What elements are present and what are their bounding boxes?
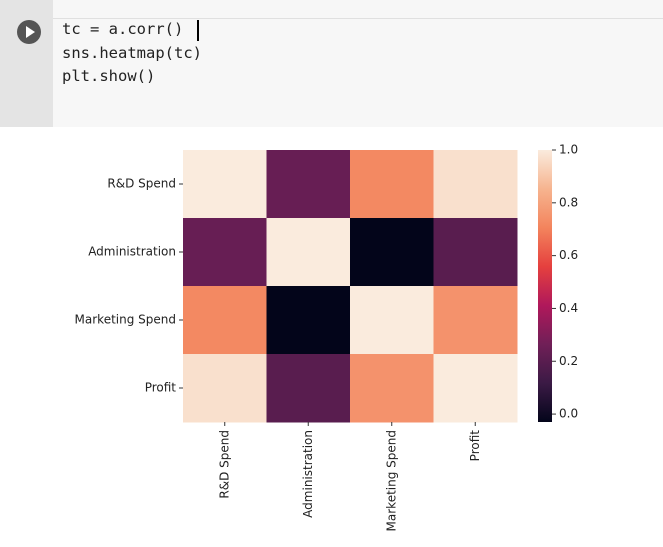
x-tick-label: R&D Spend (217, 430, 231, 499)
heatmap-cell (433, 286, 518, 355)
heatmap-cell (266, 354, 351, 423)
heatmap-cell (266, 150, 351, 219)
cell-gutter (0, 0, 53, 127)
heatmap-cell (183, 218, 267, 287)
heatmap-cell (350, 354, 434, 423)
heatmap-cell (183, 354, 267, 423)
run-button[interactable] (17, 20, 41, 44)
colorbar-tick-label: 0.6 (559, 248, 578, 262)
heatmap-cell (183, 286, 267, 355)
x-tick-label: Marketing Spend (384, 430, 398, 531)
colorbar-tick-label: 0.8 (559, 195, 578, 209)
y-tick-label: Administration (88, 245, 176, 259)
heatmap-cell (266, 218, 351, 287)
heatmap-cell (433, 150, 518, 219)
x-tick-label: Profit (468, 430, 482, 462)
separator (53, 18, 663, 19)
y-tick-label: Profit (145, 381, 177, 395)
y-tick-label: Marketing Spend (75, 313, 176, 327)
heatmap-cell (183, 150, 267, 219)
colorbar-tick-label: 0.0 (559, 407, 578, 421)
code-cell[interactable]: tc = a.corr() sns.heatmap(tc) plt.show() (0, 0, 663, 127)
heatmap-cell (350, 150, 434, 219)
heatmap-cell (433, 218, 518, 287)
heatmap-chart: R&D Spend Administration Marketing Spend Pr… (75, 143, 579, 532)
heatmap-cell (350, 218, 434, 287)
heatmap-cell (350, 286, 434, 355)
colorbar-tick-label: 1.0 (559, 143, 578, 157)
colorbar-tick-label: 0.2 (559, 354, 578, 368)
code-line: tc = a.corr() (62, 20, 184, 38)
code-line: plt.show() (62, 67, 156, 85)
text-cursor (197, 20, 199, 41)
heatmap-cell (433, 354, 518, 423)
code-editor[interactable]: tc = a.corr() sns.heatmap(tc) plt.show() (62, 18, 202, 89)
x-tick-label: Administration (301, 430, 315, 518)
colorbar-tick-label: 0.4 (559, 301, 578, 315)
y-tick-label: R&D Spend (107, 177, 176, 191)
heatmap-cell (266, 286, 351, 355)
code-line: sns.heatmap(tc) (62, 43, 202, 62)
colorbar (538, 150, 552, 422)
